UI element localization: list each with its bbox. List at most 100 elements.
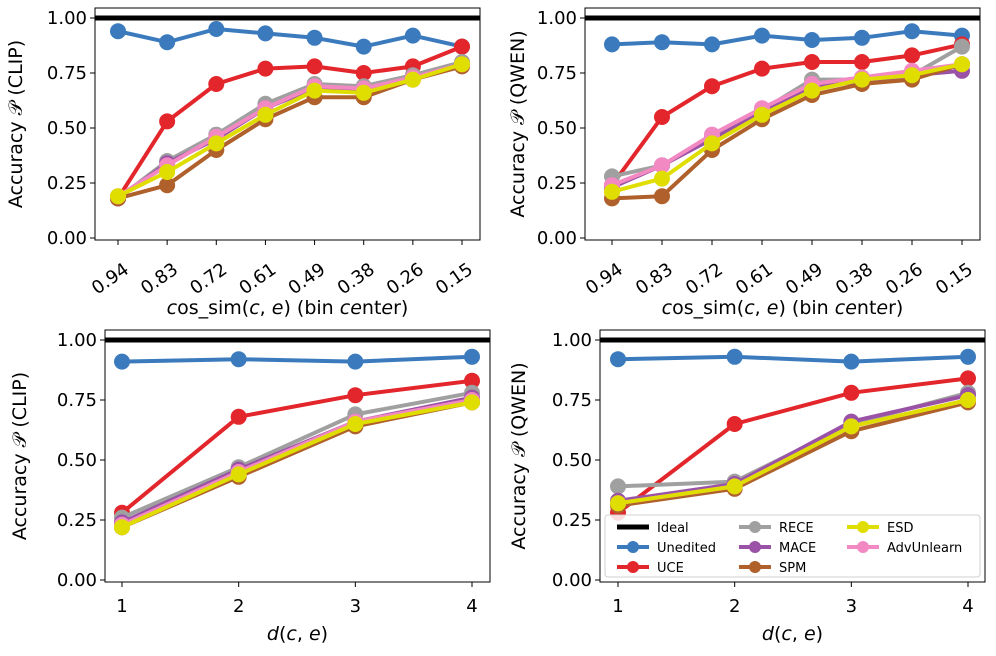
data-point-unedited	[904, 23, 920, 40]
data-point-esd	[306, 82, 323, 99]
x-tick-label: 0.94	[582, 259, 627, 299]
data-point-esd	[454, 56, 470, 73]
data-point-esd	[347, 416, 364, 432]
y-tick-label: 1.00	[47, 8, 87, 29]
data-point-esd	[654, 170, 670, 187]
series-line-uce	[116, 44, 463, 200]
data-point-unedited	[726, 348, 743, 365]
series-unedited	[604, 23, 970, 53]
y-tick-label: 1.00	[537, 8, 577, 29]
data-point-esd	[754, 106, 770, 123]
data-point-esd	[610, 495, 626, 512]
y-axis-label: Accuracy 𝒫 (QWEN)	[507, 30, 529, 217]
x-tick-label: 0.83	[137, 259, 182, 299]
series-line-unedited	[121, 354, 473, 364]
legend-marker	[627, 561, 639, 573]
series-line-advunlearn	[121, 398, 473, 527]
x-tick-label: 0.61	[235, 259, 280, 299]
series-line-unedited	[611, 29, 963, 47]
x-tick-label: 0.94	[88, 259, 133, 299]
data-point-unedited	[604, 36, 620, 53]
data-point-uce	[347, 387, 364, 404]
data-point-esd	[726, 478, 743, 495]
x-tick-label: 0.72	[186, 259, 231, 299]
data-point-unedited	[804, 32, 820, 48]
y-axis-label: Accuracy 𝒫 (CLIP)	[5, 40, 27, 208]
plot-frame	[94, 7, 481, 241]
data-point-uce	[754, 60, 770, 77]
y-tick-label: 1.00	[57, 330, 97, 351]
y-tick-label: 0.75	[47, 63, 87, 84]
series-esd	[610, 392, 976, 512]
legend-item-advunlearn: AdvUnlearn	[847, 541, 962, 556]
series-line-esd	[611, 62, 963, 194]
data-point-esd	[464, 394, 480, 411]
legend-marker	[749, 541, 761, 553]
series-line-mace	[617, 393, 969, 503]
y-tick-label: 0.00	[552, 570, 592, 591]
legend-label: UCE	[657, 561, 684, 576]
data-point-unedited	[704, 36, 720, 53]
legend-marker	[627, 541, 639, 553]
data-point-unedited	[110, 23, 126, 40]
x-axis-label: d(c, e)	[267, 623, 328, 645]
data-point-esd	[704, 135, 720, 152]
series-line-uce	[120, 378, 473, 515]
series-line-advunlearn	[116, 62, 463, 198]
x-tick-label: 0.15	[432, 259, 477, 299]
x-tick-label: 3	[846, 596, 857, 617]
x-tick-label: 4	[466, 596, 477, 617]
legend-box	[604, 514, 981, 578]
series-line-spm	[121, 400, 473, 530]
data-point-esd	[159, 164, 176, 180]
data-point-unedited	[257, 25, 274, 42]
y-tick-label: 0.50	[552, 450, 592, 471]
legend-item-uce: UCE	[617, 561, 684, 576]
data-point-esd	[404, 71, 421, 88]
data-point-rece	[610, 478, 626, 495]
series-line-rece	[116, 60, 463, 200]
plot-frame	[584, 7, 981, 241]
data-point-esd	[257, 106, 274, 123]
x-tick-label: 0.72	[682, 259, 727, 299]
legend-item-unedited: Unedited	[617, 541, 716, 556]
data-point-uce	[159, 113, 176, 130]
data-point-esd	[954, 56, 970, 73]
x-tick-label: 0.26	[882, 259, 927, 299]
x-tick-label: 4	[962, 596, 973, 617]
y-tick-label: 0.50	[537, 118, 577, 139]
legend-label: SPM	[779, 561, 806, 576]
series-line-unedited	[617, 354, 969, 364]
data-point-unedited	[754, 27, 770, 44]
data-point-rece	[954, 38, 970, 55]
series-unedited	[610, 348, 976, 370]
data-point-unedited	[347, 353, 364, 370]
legend-marker	[857, 521, 869, 533]
data-point-esd	[230, 466, 247, 483]
data-point-unedited	[854, 29, 870, 46]
series-esd	[114, 394, 480, 536]
data-point-uce	[726, 416, 743, 432]
data-point-esd	[208, 135, 225, 152]
data-point-spm	[159, 177, 176, 194]
series-mace	[610, 387, 976, 509]
x-tick-label: 0.61	[732, 259, 777, 299]
y-tick-label: 0.50	[57, 450, 97, 471]
x-tick-label: 0.38	[832, 259, 877, 299]
data-point-unedited	[230, 351, 247, 368]
x-axis-label: cos_sim(c, e) (bin center)	[662, 297, 904, 319]
y-tick-label: 0.25	[47, 173, 87, 194]
x-axis-label: cos_sim(c, e) (bin center)	[167, 297, 409, 319]
data-point-unedited	[610, 351, 626, 368]
series-line-esd	[617, 398, 969, 506]
x-axis-label: d(c, e)	[762, 623, 823, 645]
series-line-spm	[617, 400, 969, 508]
series-line-rece	[121, 390, 473, 520]
x-tick-label: 2	[233, 596, 244, 617]
plot-frame	[104, 329, 491, 583]
series-line-esd	[117, 62, 463, 198]
data-point-unedited	[355, 38, 372, 55]
data-point-unedited	[960, 348, 976, 365]
data-point-uce	[454, 38, 470, 55]
legend-item-rece: RECE	[739, 521, 814, 536]
